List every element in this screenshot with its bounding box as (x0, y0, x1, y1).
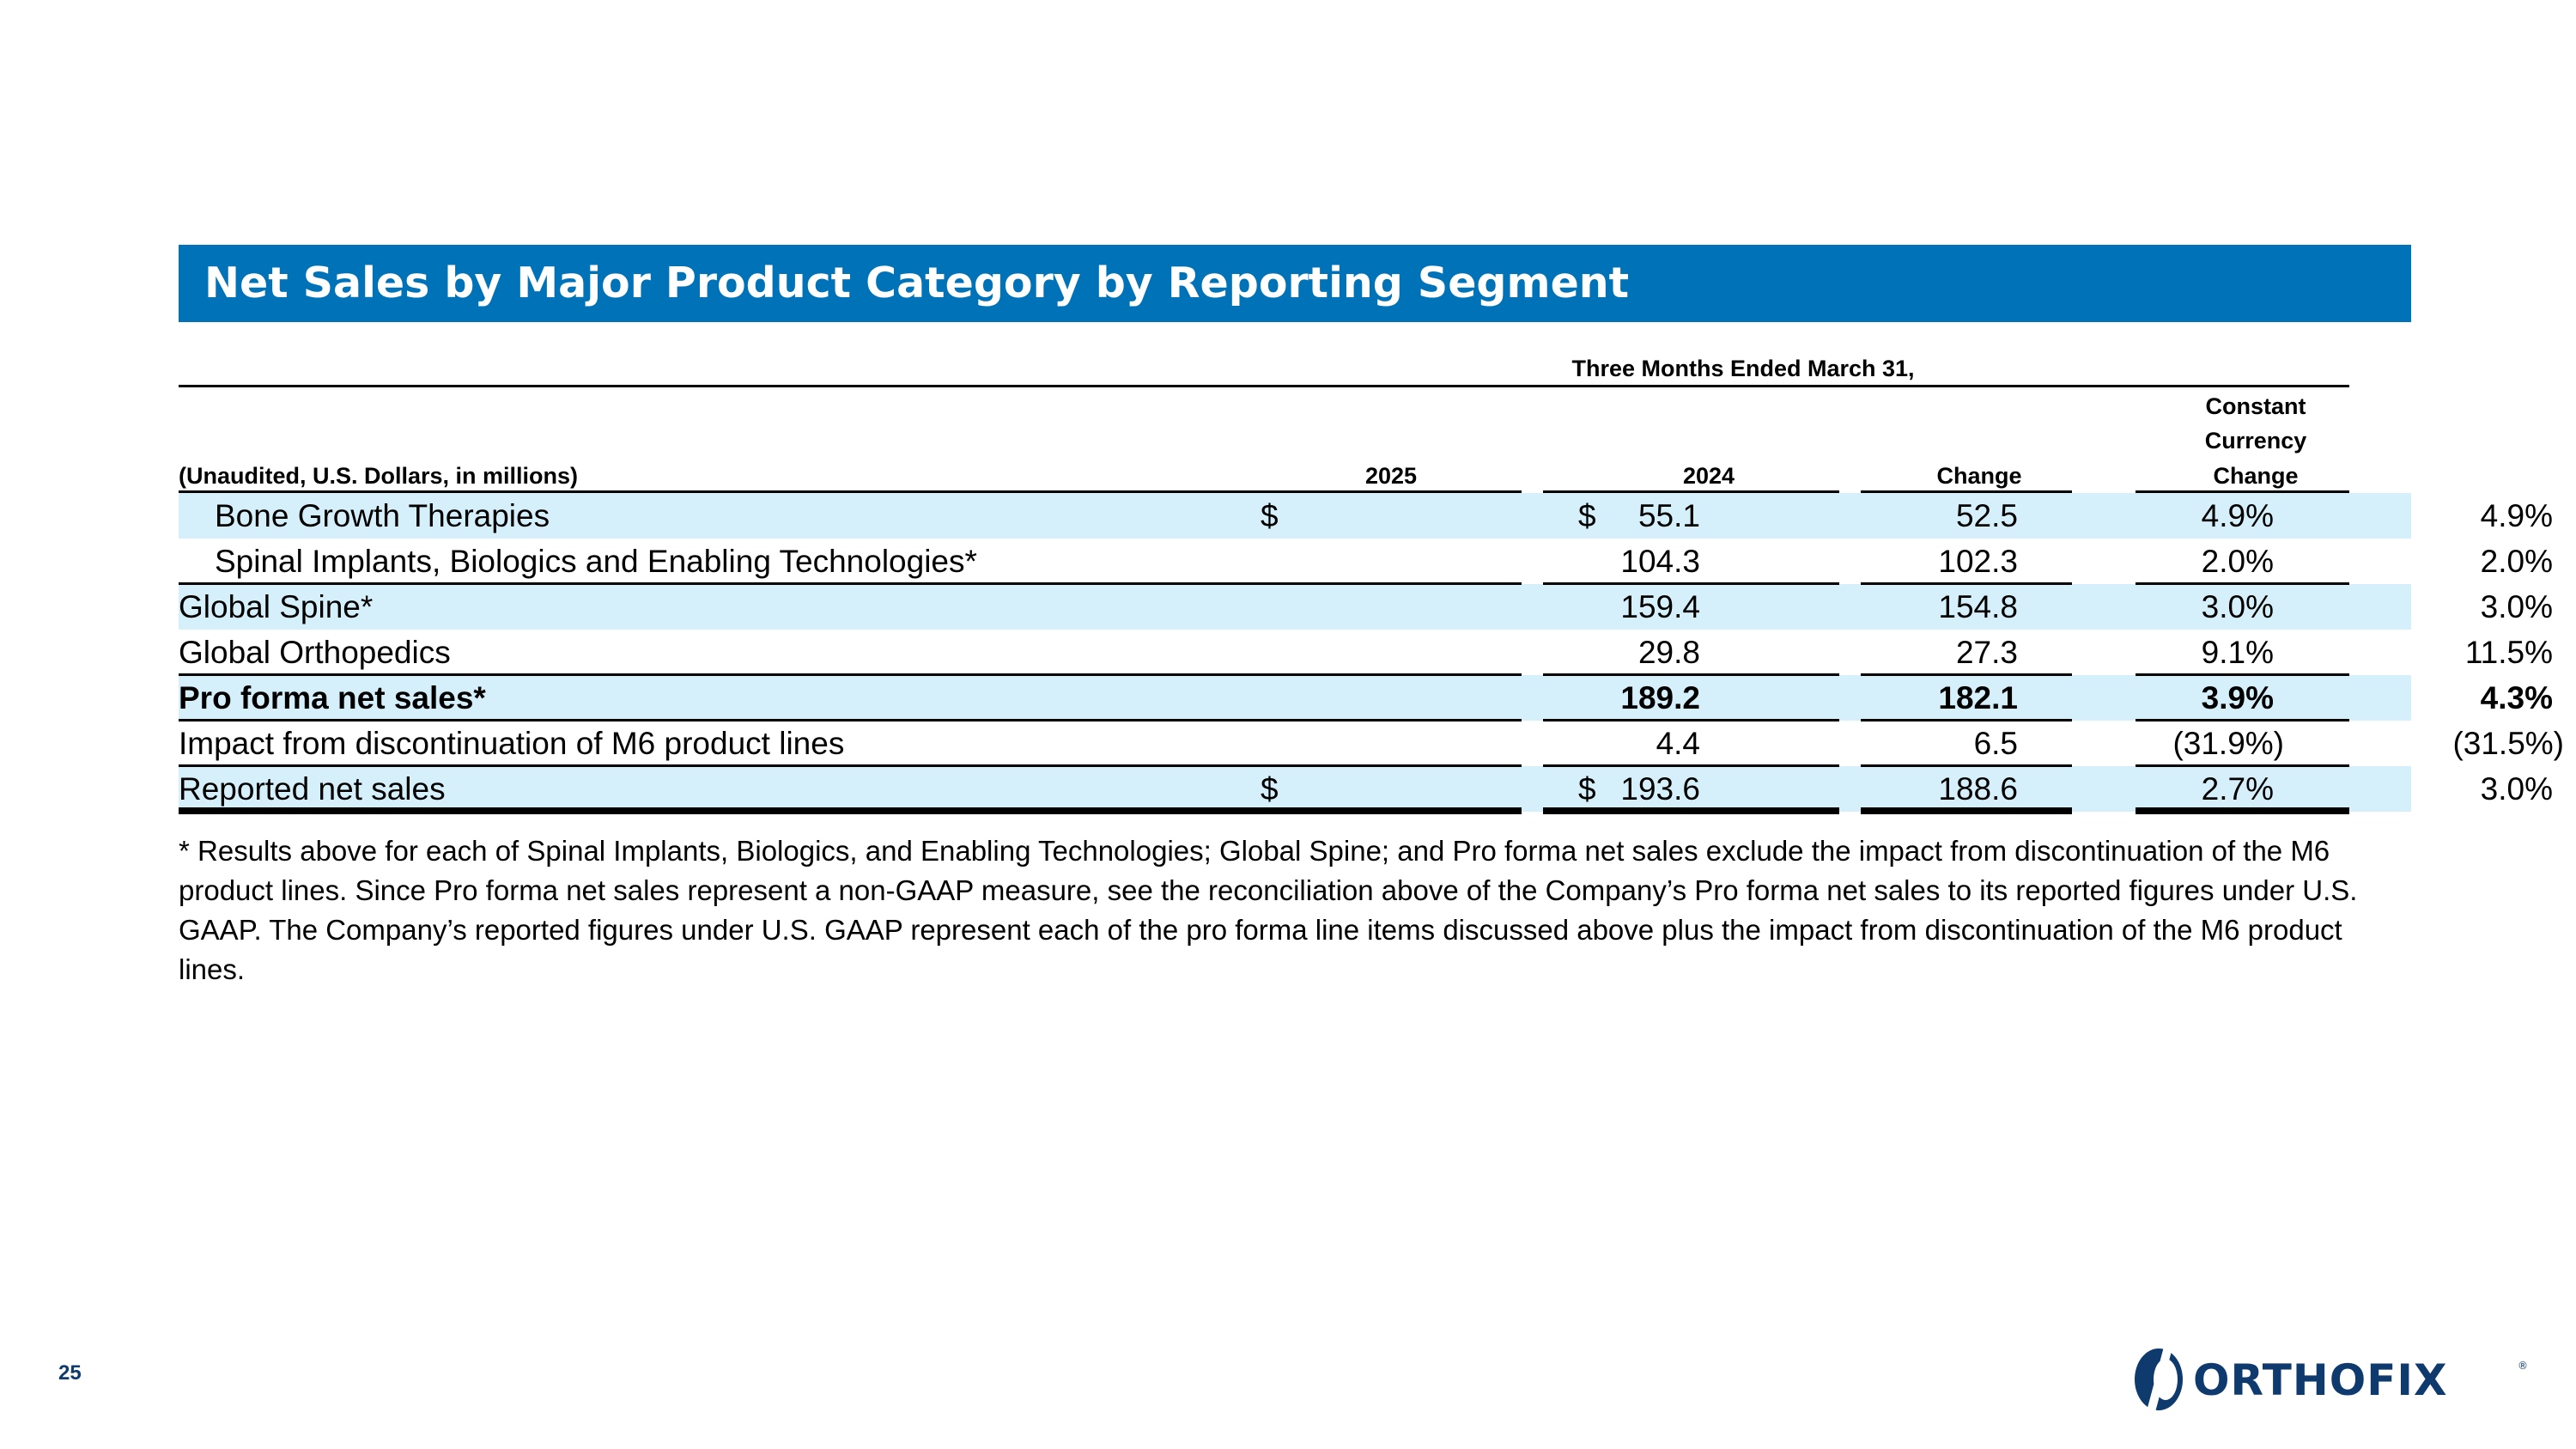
currency-symbol: $ (1261, 771, 1279, 807)
col-cc-header-line3: Change (2213, 463, 2299, 489)
value-2025: 55.1 (1637, 498, 1700, 533)
value-cc-change: 3.0% (2480, 771, 2553, 807)
value-2024: 188.6 (1938, 771, 2018, 807)
col-2025-header: 2025 (1364, 463, 1418, 489)
rule (2136, 764, 2349, 767)
value-2024: 102.3 (1938, 544, 2018, 579)
value-change: 2.0% (2201, 544, 2274, 579)
row-label: Spinal Implants, Biologics and Enabling … (215, 544, 977, 579)
rule (1543, 764, 1839, 767)
header-rule (179, 385, 2349, 387)
rule (2136, 719, 2349, 721)
unit-label: (Unaudited, U.S. Dollars, in millions) (179, 463, 579, 489)
rule (179, 719, 1522, 721)
value-cc-change: 3.0% (2480, 589, 2553, 624)
rule (179, 764, 1522, 767)
value-2025: 193.6 (1620, 771, 1700, 807)
period-header: Three Months Ended March 31, (1571, 356, 1915, 381)
value-2024: 182.1 (1938, 680, 2018, 715)
currency-symbol: $ (1578, 771, 1596, 807)
rule (179, 490, 1522, 493)
value-cc-change: 4.9% (2480, 498, 2553, 533)
double-rule (1861, 807, 2072, 814)
page-number: 25 (58, 1361, 82, 1385)
col-change-header: Change (1936, 463, 2022, 489)
value-2024: 27.3 (1955, 635, 2018, 670)
footnote: * Results above for each of Spinal Impla… (179, 835, 2358, 985)
col-cc-header-line1: Constant (2205, 393, 2306, 419)
orthofix-logo-mark: ORTHOFIX ® (2135, 1347, 2528, 1412)
table-row: Global Orthopedics 29.8 27.3 9.1% 11.5% (179, 630, 2553, 675)
table-row: Bone Growth Therapies $ 55.1 $ 52.5 4.9%… (179, 493, 2553, 539)
svg-text:®: ® (2518, 1360, 2528, 1372)
value-2024: 6.5 (1973, 726, 2018, 761)
double-rule (1543, 807, 1839, 814)
orthofix-logo: ORTHOFIX ® (2133, 1345, 2528, 1414)
table-row: Reported net sales $ 193.6 $ 188.6 2.7% … (179, 766, 2553, 812)
value-change: 3.0% (2201, 589, 2274, 624)
value-change: 2.7% (2201, 771, 2274, 807)
col-2024-header: 2024 (1682, 463, 1735, 489)
table-row: Spinal Implants, Biologics and Enabling … (179, 539, 2553, 584)
row-label: Global Spine* (179, 589, 374, 624)
value-cc-change: (31.5%) (2452, 726, 2564, 761)
table-row: Global Spine* 159.4 154.8 3.0% 3.0% (179, 584, 2553, 630)
value-cc-change: 11.5% (2464, 635, 2553, 670)
row-label: Reported net sales (179, 771, 446, 807)
value-2025: 159.4 (1620, 589, 1700, 624)
currency-symbol: $ (1578, 498, 1596, 533)
value-change: 9.1% (2201, 635, 2274, 670)
rule (2136, 582, 2349, 585)
value-2025: 4.4 (1656, 726, 1700, 761)
rule (1861, 490, 2072, 493)
rule (2136, 673, 2349, 676)
rule (179, 582, 1522, 585)
rule (1861, 582, 2072, 585)
col-cc-header-line2: Currency (2204, 428, 2307, 454)
slide-title: Net Sales by Major Product Category by R… (179, 245, 2411, 322)
value-cc-change: 2.0% (2480, 544, 2553, 579)
table-row-total: Pro forma net sales* 189.2 182.1 3.9% 4.… (179, 675, 2553, 721)
double-rule (2136, 807, 2349, 814)
rule (2136, 490, 2349, 493)
rule (1861, 764, 2072, 767)
value-2024: 154.8 (1938, 589, 2018, 624)
row-label: Impact from discontinuation of M6 produc… (179, 726, 845, 761)
value-2025: 104.3 (1620, 544, 1700, 579)
value-change: 3.9% (2201, 680, 2274, 715)
value-2024: 52.5 (1955, 498, 2018, 533)
rule (1861, 673, 2072, 676)
rule (179, 673, 1522, 676)
rule (1543, 719, 1839, 721)
rule (1861, 719, 2072, 721)
row-label: Bone Growth Therapies (215, 498, 550, 533)
value-2025: 189.2 (1620, 680, 1700, 715)
value-2025: 29.8 (1637, 635, 1700, 670)
rule (1543, 673, 1839, 676)
row-label: Pro forma net sales* (179, 680, 486, 715)
double-rule (179, 807, 1522, 814)
table-row: Impact from discontinuation of M6 produc… (179, 721, 2564, 766)
value-change: 4.9% (2201, 498, 2274, 533)
logo-text: ORTHOFIX (2193, 1355, 2448, 1405)
value-change: (31.9%) (2172, 726, 2284, 761)
currency-symbol: $ (1261, 498, 1279, 533)
value-cc-change: 4.3% (2480, 680, 2553, 715)
row-label: Global Orthopedics (179, 635, 451, 670)
rule (1543, 582, 1839, 585)
rule (1543, 490, 1839, 493)
